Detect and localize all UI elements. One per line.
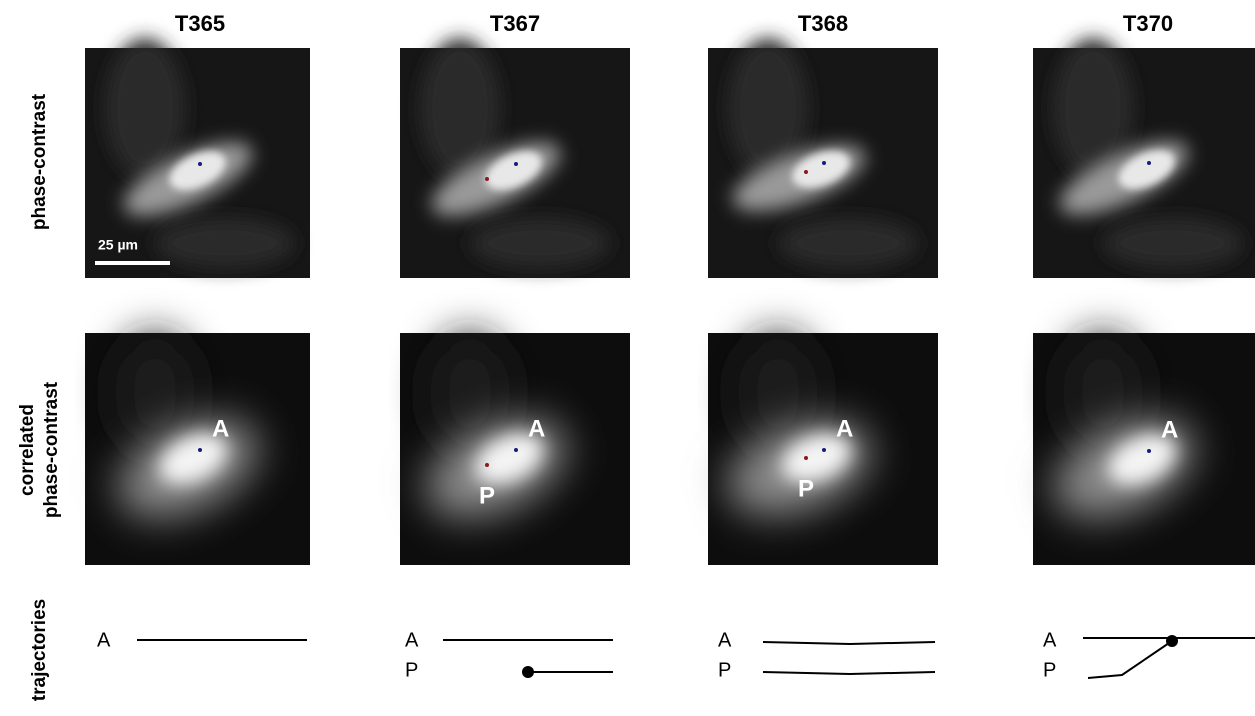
scale-bar-label: 25 µm [98, 237, 138, 253]
correlated-image: A [1033, 333, 1255, 565]
trajectory-label: A [405, 629, 419, 651]
marker-a [1147, 161, 1151, 165]
marker-p [804, 456, 808, 460]
column-title: T367 [490, 11, 540, 36]
trajectory-label: A [97, 629, 111, 651]
trajectory-line [763, 642, 935, 644]
phase-contrast-image [1033, 38, 1255, 278]
marker-a [514, 448, 518, 452]
column-title: T370 [1123, 11, 1173, 36]
trajectory-line [1088, 641, 1172, 678]
marker-a [822, 448, 826, 452]
branch-point [522, 666, 534, 678]
row-label: correlated [17, 404, 38, 496]
marker-p [485, 463, 489, 467]
trajectory-line [763, 672, 935, 674]
image-label-a: A [1161, 416, 1178, 443]
trajectory-label: A [1043, 629, 1057, 651]
trajectory-panel: A [97, 629, 307, 651]
marker-p [485, 177, 489, 181]
marker-p [804, 170, 808, 174]
texture [1103, 218, 1243, 268]
column-title: T368 [798, 11, 848, 36]
figure: phase-contrast correlated phase-contrast… [0, 0, 1255, 716]
phase-contrast-image: 25 µm [85, 38, 310, 278]
marker-a [514, 162, 518, 166]
marker-a [198, 448, 202, 452]
panel-column: T365 25 µm A A [85, 11, 310, 651]
texture [155, 218, 295, 268]
row-label: phase-contrast [41, 381, 62, 518]
trajectory-label: P [1043, 659, 1056, 681]
row-label: phase-contrast [29, 93, 50, 230]
texture [778, 218, 918, 268]
correlated-image: AP [708, 333, 938, 565]
trajectory-panel: AP [1043, 629, 1255, 681]
branch-point [1166, 635, 1178, 647]
texture [105, 38, 185, 178]
image-label-p: P [479, 482, 495, 509]
phase-contrast-image [400, 38, 630, 278]
trajectory-panel: AP [718, 629, 935, 681]
correlated-image: A [85, 333, 310, 565]
correlated-image: AP [400, 333, 630, 565]
image-label-p: P [798, 475, 814, 502]
image-label-a: A [528, 415, 545, 442]
marker-a [822, 161, 826, 165]
image-label-a: A [212, 415, 229, 442]
phase-contrast-image [708, 38, 938, 278]
trajectory-label: P [405, 659, 418, 681]
marker-a [1147, 449, 1151, 453]
column-title: T365 [175, 11, 225, 36]
trajectory-panel: AP [405, 629, 613, 681]
marker-a [198, 162, 202, 166]
trajectory-label: P [718, 659, 731, 681]
row-labels: phase-contrast correlated phase-contrast… [17, 93, 62, 701]
image-label-a: A [836, 415, 853, 442]
trajectory-label: A [718, 629, 732, 651]
row-label: trajectories [29, 599, 50, 701]
texture [470, 218, 610, 268]
